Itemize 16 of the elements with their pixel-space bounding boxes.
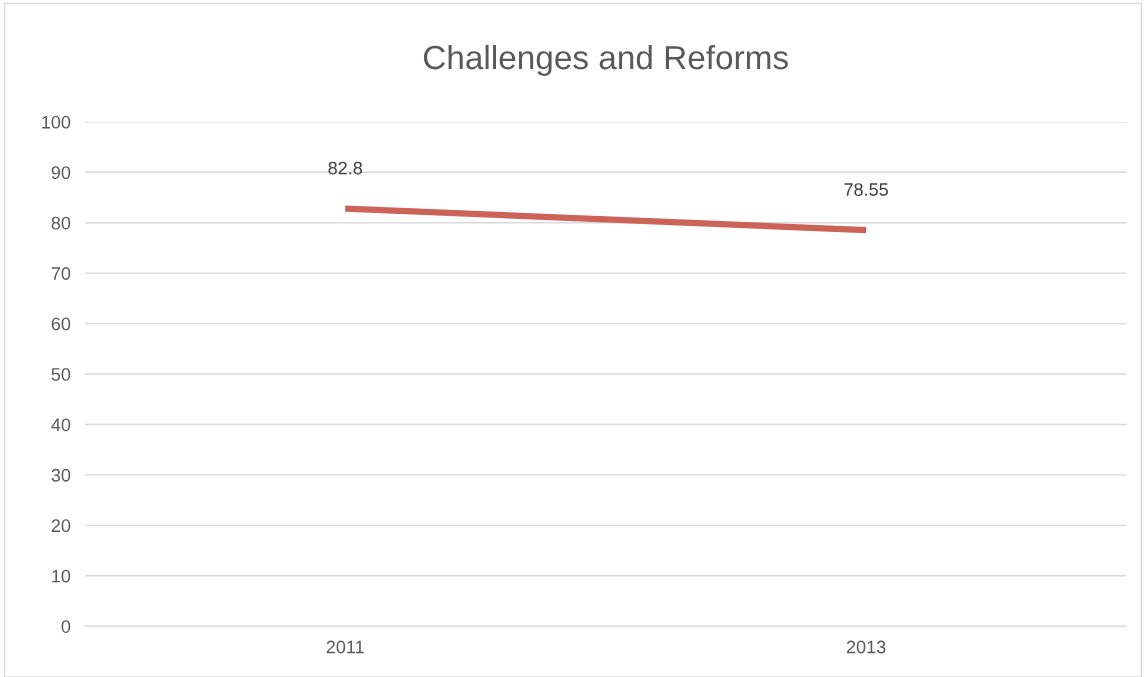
y-tick-label: 60 — [51, 317, 71, 331]
y-tick-label: 10 — [52, 569, 71, 583]
y-tick-label: 20 — [51, 519, 71, 533]
data-label: 78.55 — [844, 183, 888, 196]
x-tick-label: 2013 — [846, 640, 886, 654]
x-tick-label: 2011 — [326, 640, 364, 654]
chart-title: Challenges and Reforms — [423, 44, 788, 76]
y-tick-label: 90 — [51, 166, 71, 180]
data-label: 82.8 — [328, 161, 363, 175]
y-tick-label: 50 — [51, 367, 71, 381]
y-tick-label: 30 — [51, 468, 71, 482]
y-tick-label: 100 — [42, 115, 71, 129]
y-tick-label: 70 — [51, 267, 71, 280]
y-tick-label: 80 — [51, 216, 71, 230]
y-tick-label: 40 — [51, 418, 71, 432]
y-tick-label: 0 — [61, 620, 71, 633]
